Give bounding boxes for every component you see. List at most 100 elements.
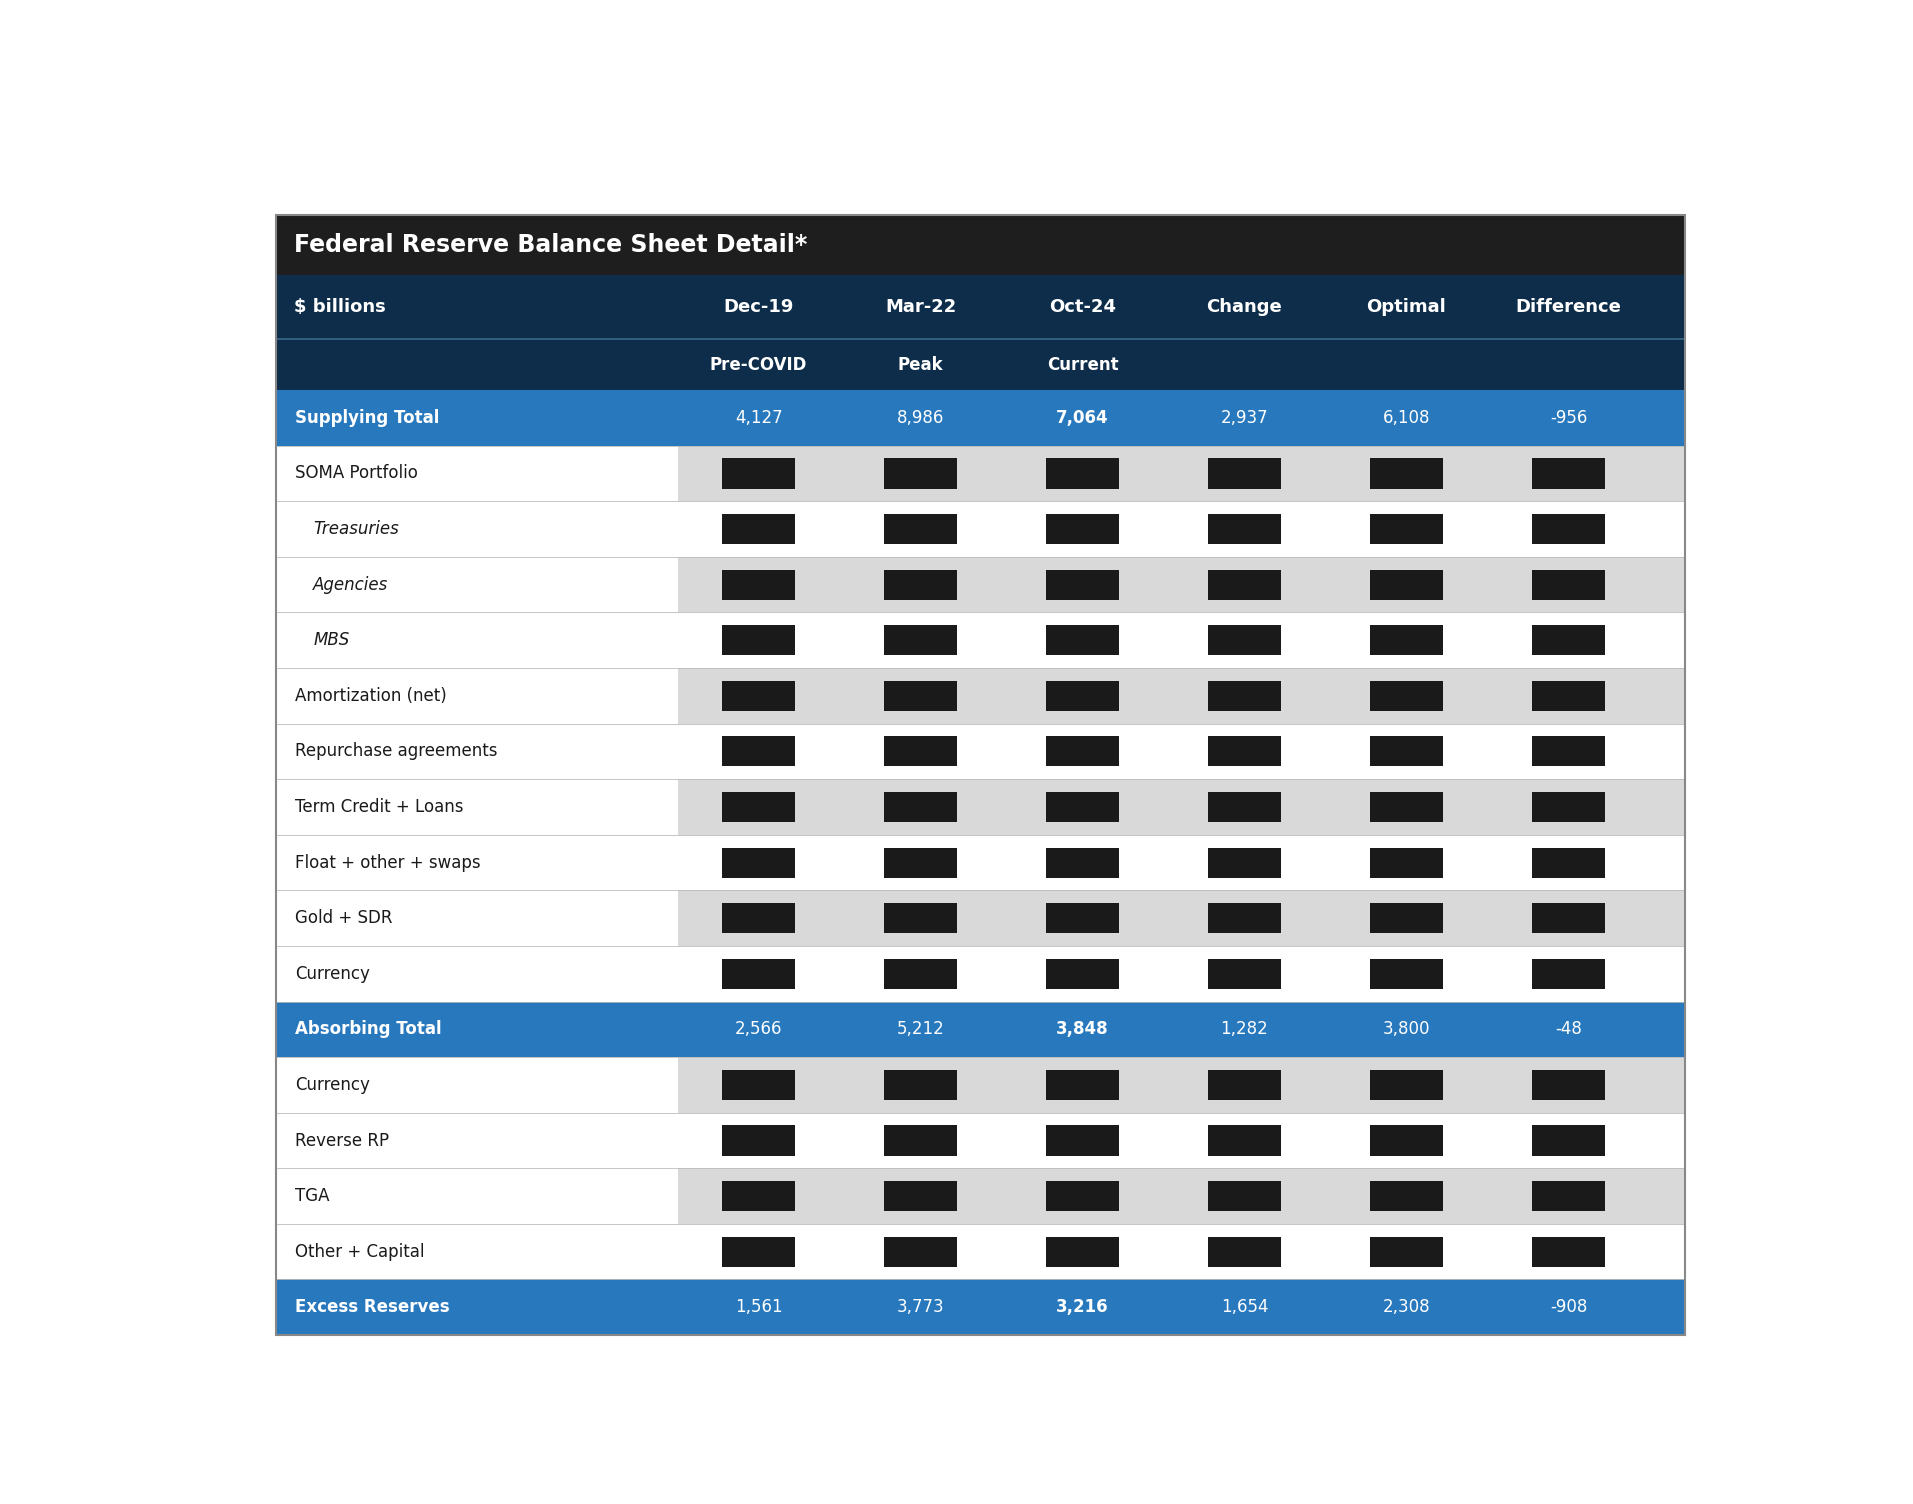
Bar [1532, 1125, 1605, 1155]
Bar [1370, 1125, 1442, 1155]
Bar [884, 958, 956, 988]
Bar [1207, 1069, 1282, 1099]
Bar [1532, 626, 1605, 656]
Bar [275, 946, 1685, 1002]
Bar [275, 338, 1685, 390]
Bar [275, 835, 1685, 890]
Text: 1,654: 1,654 [1220, 1298, 1268, 1316]
Bar [275, 668, 1685, 723]
Bar [275, 556, 677, 612]
Bar [275, 779, 1685, 835]
Bar [884, 1069, 956, 1099]
Bar [1532, 958, 1605, 988]
Text: 6,108: 6,108 [1383, 409, 1431, 427]
Bar [1532, 848, 1605, 878]
Bar [275, 1280, 1685, 1336]
Bar [275, 445, 677, 501]
Text: Amortization (net): Amortization (net) [295, 687, 448, 705]
Text: Peak: Peak [897, 355, 943, 373]
Text: 3,800: 3,800 [1383, 1020, 1431, 1038]
Bar [1532, 737, 1605, 767]
Bar [275, 890, 677, 946]
Text: Currency: Currency [295, 964, 371, 982]
Bar [1207, 848, 1282, 878]
Bar [275, 1169, 677, 1224]
Bar [1532, 902, 1605, 934]
Bar [1207, 902, 1282, 934]
Bar [275, 215, 1685, 275]
Text: Pre-COVID: Pre-COVID [710, 355, 807, 373]
Text: Current: Current [1046, 355, 1119, 373]
Text: Reverse RP: Reverse RP [295, 1131, 390, 1149]
Bar [884, 514, 956, 544]
Bar [275, 275, 1685, 338]
Bar [275, 779, 677, 835]
Text: Change: Change [1207, 298, 1282, 316]
Text: $ billions: $ billions [295, 298, 386, 316]
Bar [275, 501, 1685, 556]
Bar [1207, 958, 1282, 988]
Bar [1532, 681, 1605, 711]
Bar [275, 1224, 1685, 1280]
Bar [1046, 958, 1119, 988]
Bar [275, 723, 677, 779]
Bar [1046, 570, 1119, 600]
Bar [1370, 570, 1442, 600]
Text: SOMA Portfolio: SOMA Portfolio [295, 465, 419, 483]
Bar [1532, 570, 1605, 600]
Bar [1532, 1069, 1605, 1099]
Bar [1207, 737, 1282, 767]
Text: Optimal: Optimal [1366, 298, 1446, 316]
Text: Agencies: Agencies [314, 576, 388, 594]
Bar [721, 848, 796, 878]
Bar [1370, 848, 1442, 878]
Bar [1370, 459, 1442, 489]
Bar [884, 902, 956, 934]
Bar [884, 1125, 956, 1155]
Text: MBS: MBS [314, 632, 350, 650]
Bar [275, 946, 677, 1002]
Bar [1046, 459, 1119, 489]
Bar [275, 501, 677, 556]
Text: Mar-22: Mar-22 [886, 298, 956, 316]
Text: 5,212: 5,212 [897, 1020, 945, 1038]
Bar [1207, 459, 1282, 489]
Bar [884, 459, 956, 489]
Bar [1370, 626, 1442, 656]
Bar [1207, 1125, 1282, 1155]
Bar [1370, 514, 1442, 544]
Bar [721, 958, 796, 988]
Text: 4,127: 4,127 [735, 409, 782, 427]
Bar [275, 1057, 677, 1113]
Bar [275, 723, 1685, 779]
Bar [1207, 514, 1282, 544]
Bar [1207, 1236, 1282, 1266]
Text: -48: -48 [1555, 1020, 1582, 1038]
Bar [1046, 514, 1119, 544]
Bar [275, 556, 1685, 612]
Text: 2,308: 2,308 [1383, 1298, 1431, 1316]
Text: -908: -908 [1550, 1298, 1588, 1316]
Bar [1046, 681, 1119, 711]
Bar [884, 1181, 956, 1211]
Text: 2,937: 2,937 [1220, 409, 1268, 427]
Text: Other + Capital: Other + Capital [295, 1242, 425, 1260]
Bar [1370, 958, 1442, 988]
Bar [275, 1002, 1685, 1057]
Bar [1046, 793, 1119, 823]
Bar [275, 445, 1685, 501]
Bar [275, 890, 1685, 946]
Bar [721, 737, 796, 767]
Text: Federal Reserve Balance Sheet Detail*: Federal Reserve Balance Sheet Detail* [295, 233, 807, 257]
Bar [1207, 626, 1282, 656]
Text: Excess Reserves: Excess Reserves [295, 1298, 450, 1316]
Bar [1532, 1236, 1605, 1266]
Bar [721, 626, 796, 656]
Text: Difference: Difference [1515, 298, 1622, 316]
Text: 2,566: 2,566 [735, 1020, 782, 1038]
Bar [721, 1181, 796, 1211]
Bar [721, 1125, 796, 1155]
Bar [275, 390, 1685, 445]
Bar [1532, 459, 1605, 489]
Bar [884, 793, 956, 823]
